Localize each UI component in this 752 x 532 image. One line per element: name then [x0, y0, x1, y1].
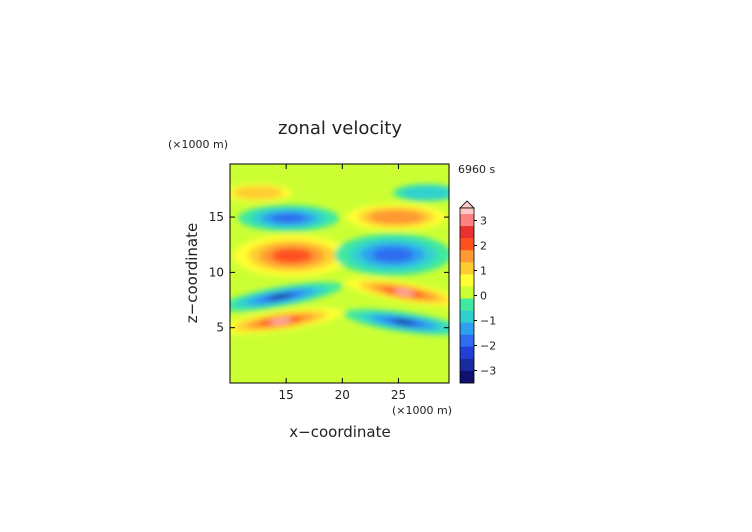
field-feature	[237, 204, 339, 232]
field-feature	[345, 203, 447, 231]
colorbar-swatch	[460, 268, 474, 275]
field-feature	[233, 234, 351, 277]
colorbar-swatch	[460, 244, 474, 251]
field-feature	[392, 183, 449, 202]
x-axis-label: x−coordinate	[289, 423, 390, 441]
field-feature	[230, 282, 343, 312]
colorbar-swatch	[460, 274, 474, 281]
time-label: 6960 s	[458, 163, 495, 176]
colorbar-tick-label: 1	[480, 265, 487, 278]
field-feature	[334, 233, 449, 276]
colorbar-swatch	[460, 226, 474, 233]
colorbar-swatch	[460, 292, 474, 299]
colorbar-swatch	[460, 352, 474, 360]
y-tick-label: 10	[209, 265, 224, 279]
colorbar-swatch	[460, 220, 474, 227]
x-tick-label: 25	[391, 388, 406, 402]
colorbar-tick-label: 2	[480, 240, 487, 253]
y-tick-label: 5	[216, 321, 224, 335]
field-feature	[230, 183, 292, 202]
field-feature	[344, 309, 449, 336]
colorbar-swatch	[460, 334, 474, 342]
y-unit-label: (×1000 m)	[168, 138, 228, 151]
x-tick-label: 20	[335, 388, 350, 402]
colorbar-swatch	[460, 286, 474, 293]
colorbar-swatch	[460, 358, 474, 366]
colorbar-swatch	[460, 298, 474, 305]
colorbar-tick-label: −2	[480, 340, 496, 353]
colorbar-swatch	[460, 376, 474, 384]
colorbar-tick-label: 3	[480, 215, 487, 228]
y-tick-label: 15	[209, 210, 224, 224]
field-feature	[230, 307, 343, 335]
x-axis: 15 20 25	[279, 164, 406, 402]
y-axis-label: z−coordinate	[183, 223, 201, 323]
x-tick-label: 15	[279, 388, 294, 402]
field-feature	[344, 277, 449, 307]
colorbar-swatch	[460, 328, 474, 336]
y-axis: 5 10 15	[209, 210, 449, 335]
colorbar-swatch	[460, 256, 474, 263]
colorbar: 3 2 1 0 −1 −2 −3	[459, 200, 496, 384]
colorbar-swatch	[460, 310, 474, 317]
contour-field	[230, 164, 449, 383]
colorbar-swatch	[460, 214, 474, 221]
colorbar-swatch	[460, 316, 474, 323]
colorbar-extend-arrow	[459, 200, 475, 209]
colorbar-swatch	[460, 238, 474, 245]
plot-frame	[229, 163, 450, 384]
colorbar-swatch	[460, 304, 474, 311]
colorbar-swatch	[460, 370, 474, 378]
colorbar-swatch	[460, 340, 474, 348]
colorbar-swatch	[460, 232, 474, 239]
colorbar-swatch	[460, 250, 474, 257]
colorbar-swatch	[460, 364, 474, 372]
chart-title: zonal velocity	[278, 118, 402, 139]
colorbar-tick-label: 0	[480, 290, 487, 303]
colorbar-swatch	[460, 346, 474, 354]
colorbar-swatch	[460, 262, 474, 269]
colorbar-tick-label: −3	[480, 365, 496, 378]
x-unit-label: (×1000 m)	[392, 404, 452, 417]
colorbar-swatch	[460, 280, 474, 287]
colorbar-tick-label: −1	[480, 315, 496, 328]
colorbar-swatch	[460, 208, 474, 215]
colorbar-swatch	[460, 322, 474, 329]
